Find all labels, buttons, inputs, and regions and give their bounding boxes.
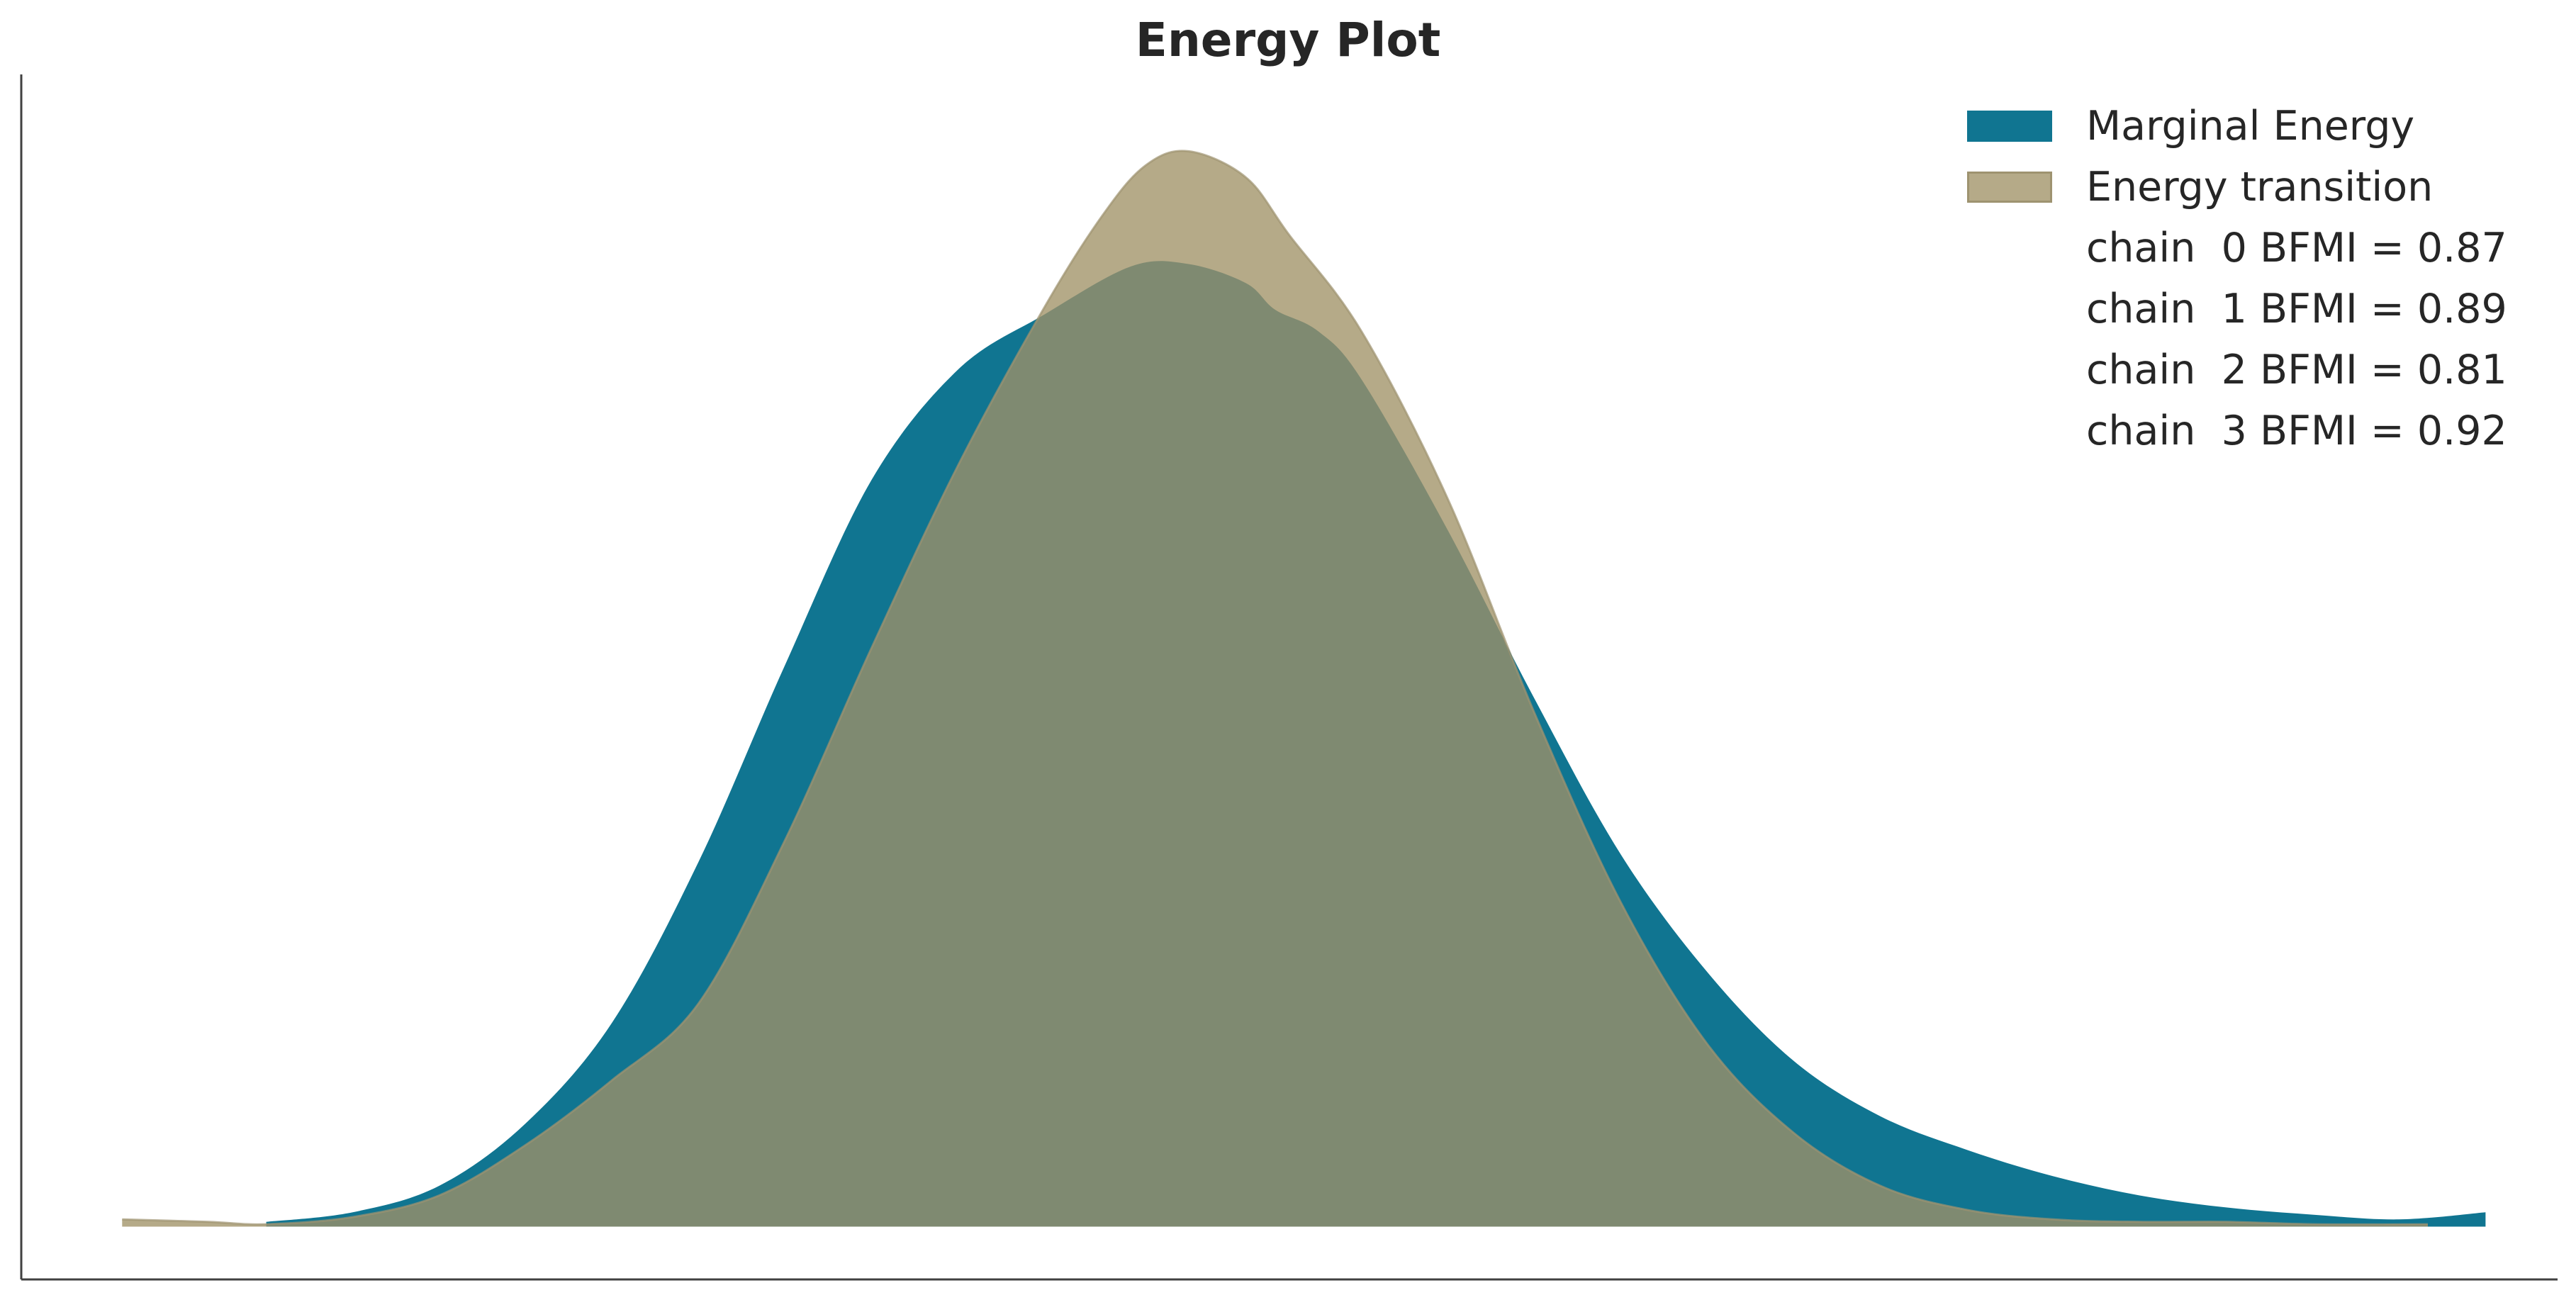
legend-swatch: [1967, 111, 2052, 142]
legend-spacer: [1967, 354, 2052, 386]
legend-spacer: [1967, 415, 2052, 447]
overlap-area: [266, 261, 2428, 1227]
legend-label: chain 3 BFMI = 0.92: [2086, 408, 2507, 454]
legend: Marginal Energy Energy transition chain 0 …: [1967, 96, 2548, 461]
legend-label: Energy transition: [2086, 164, 2434, 211]
chart-title: Energy Plot: [1135, 13, 1441, 67]
legend-label: chain 2 BFMI = 0.81: [2086, 347, 2507, 393]
legend-item: chain 3 BFMI = 0.92: [1967, 400, 2548, 461]
energy-transition-outline: [122, 150, 2429, 1226]
legend-item: chain 1 BFMI = 0.89: [1967, 279, 2548, 340]
legend-spacer: [1967, 293, 2052, 325]
legend-label: chain 1 BFMI = 0.89: [2086, 286, 2507, 332]
legend-label: Marginal Energy: [2086, 103, 2415, 150]
legend-item: chain 0 BFMI = 0.87: [1967, 218, 2548, 279]
legend-spacer: [1967, 232, 2052, 264]
legend-swatch: [1967, 172, 2052, 203]
legend-item: Energy transition: [1967, 157, 2548, 218]
legend-label: chain 0 BFMI = 0.87: [2086, 225, 2507, 271]
legend-item: chain 2 BFMI = 0.81: [1967, 340, 2548, 400]
legend-item: Marginal Energy: [1967, 96, 2548, 157]
